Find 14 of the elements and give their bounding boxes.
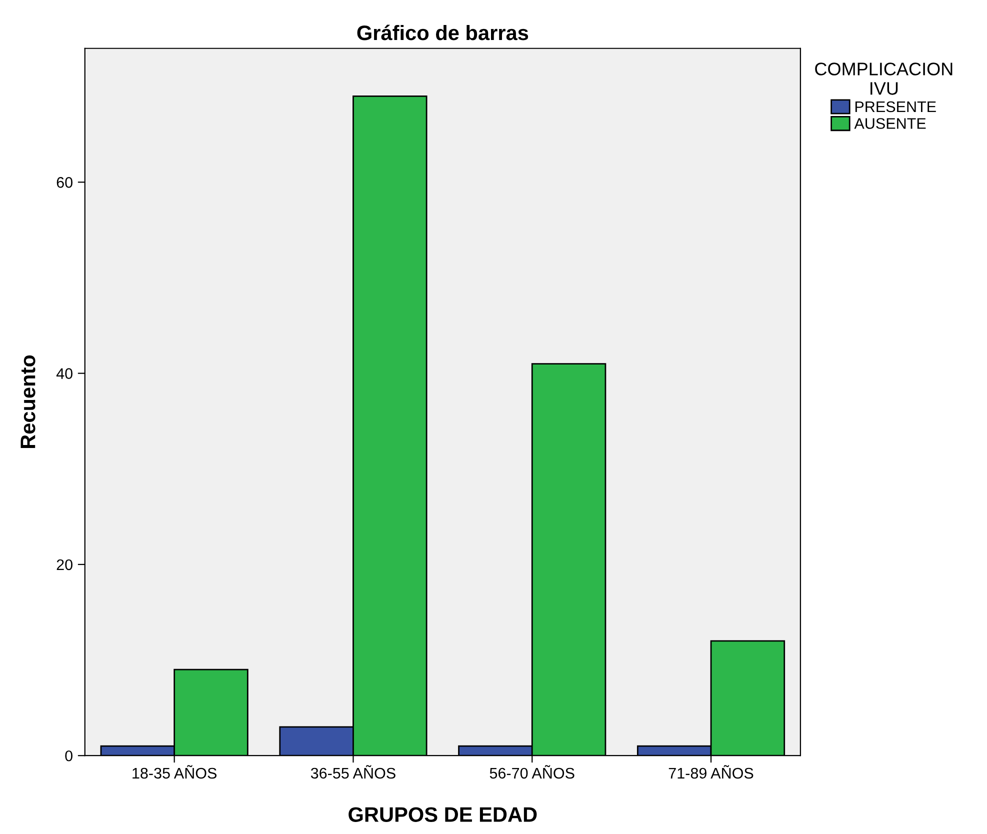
- x-tick-label: 56-70 AÑOS: [490, 765, 574, 779]
- y-tick-label: 20: [56, 559, 72, 570]
- legend-title: COMPLICACION IVU: [815, 62, 952, 95]
- chart-title: Gráfico de barras: [357, 24, 528, 40]
- legend-label: AUSENTE: [854, 118, 926, 129]
- x-tick-label: 71-89 AÑOS: [668, 765, 754, 779]
- y-tick-label: 40: [56, 368, 72, 380]
- x-tick-label: 18-35 AÑOS: [132, 765, 217, 779]
- y-tick-label: 60: [56, 177, 72, 188]
- y-axis-title: Recuento: [20, 355, 36, 448]
- x-tick-label: 36-55 AÑOS: [310, 765, 396, 779]
- legend-label: PRESENTE: [855, 101, 936, 112]
- y-tick-label: 0: [65, 750, 72, 762]
- x-axis-title: GRUPOS DE EDAD: [348, 807, 537, 822]
